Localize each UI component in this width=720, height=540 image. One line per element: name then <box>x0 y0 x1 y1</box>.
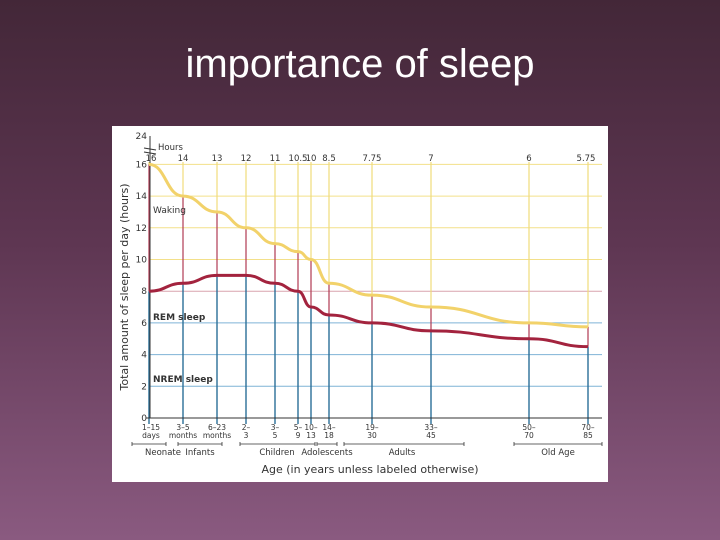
hours-label: 10.5 <box>289 154 308 164</box>
hours-label: 12 <box>241 154 252 164</box>
group-label: Adults <box>389 448 416 458</box>
x-tick-label: 19– 30 <box>365 423 379 440</box>
group-label: Old Age <box>541 448 575 458</box>
category-lines <box>148 162 589 424</box>
y-axis-title: Total amount of sleep per day (hours) <box>118 183 131 391</box>
y-tick-label: 10 <box>136 256 148 266</box>
y-tick-label: 0 <box>141 414 147 424</box>
x-tick-label: 3– 5 <box>271 423 280 440</box>
x-tick-label: 10– 13 <box>304 423 318 440</box>
y-tick-label: 6 <box>141 319 147 329</box>
hours-label: 10 <box>306 154 317 164</box>
x-tick-label: 2– 3 <box>242 423 251 440</box>
x-tick-label: 6–23 months <box>203 423 231 440</box>
y-tick-label: 24 <box>136 132 148 142</box>
chart-panel: 0 2 4 6 8 10 12 14 16 24 Total amount of sleep per… <box>112 126 608 482</box>
y-tick-label: 8 <box>141 287 147 297</box>
hours-label: 8.5 <box>322 154 336 164</box>
group-label: Children <box>259 448 294 458</box>
x-tick-label: 5– 9 <box>294 423 303 440</box>
hours-label: 6 <box>526 154 531 164</box>
y-tick-label: 12 <box>136 224 147 234</box>
axis-break <box>143 151 157 155</box>
axis-break <box>143 147 157 151</box>
x-axis-title: Age (in years unless labeled otherwise) <box>261 463 478 476</box>
y-axis <box>143 136 602 419</box>
x-tick-label: 14– 18 <box>322 423 336 440</box>
hours-label: 5.75 <box>577 154 596 164</box>
series-line-total <box>148 162 589 329</box>
x-tick-label: 70– 85 <box>581 423 595 440</box>
x-tick-label: 50– 70 <box>522 423 536 440</box>
group-label: Infants <box>185 448 215 458</box>
hours-label: 7 <box>428 154 433 164</box>
y-tick-label: 4 <box>141 351 147 361</box>
x-tick-label: 3–5 months <box>169 423 197 440</box>
series-line-rem <box>148 273 589 349</box>
y-tick-label: 16 <box>136 160 148 170</box>
series-lines <box>148 162 589 349</box>
y-tick-label: 2 <box>141 382 147 392</box>
annotation-nrem: NREM sleep <box>153 375 213 385</box>
group-label: Neonate <box>145 448 181 458</box>
group-label: Adolescents <box>301 448 353 458</box>
annotation-waking: Waking <box>153 206 186 216</box>
hours-label: 11 <box>270 154 281 164</box>
hours-label: 13 <box>212 154 223 164</box>
slide-title: importance of sleep <box>185 42 535 86</box>
hours-caption: Hours <box>158 143 183 153</box>
x-tick-label: 1–15 days <box>142 423 160 440</box>
y-tick-label: 14 <box>136 192 148 202</box>
hours-label: 16 <box>146 154 157 164</box>
annotation-rem: REM sleep <box>153 313 206 323</box>
hours-label: 14 <box>178 154 189 164</box>
hours-label: 7.75 <box>363 154 382 164</box>
x-tick-label: 33– 45 <box>424 423 438 440</box>
